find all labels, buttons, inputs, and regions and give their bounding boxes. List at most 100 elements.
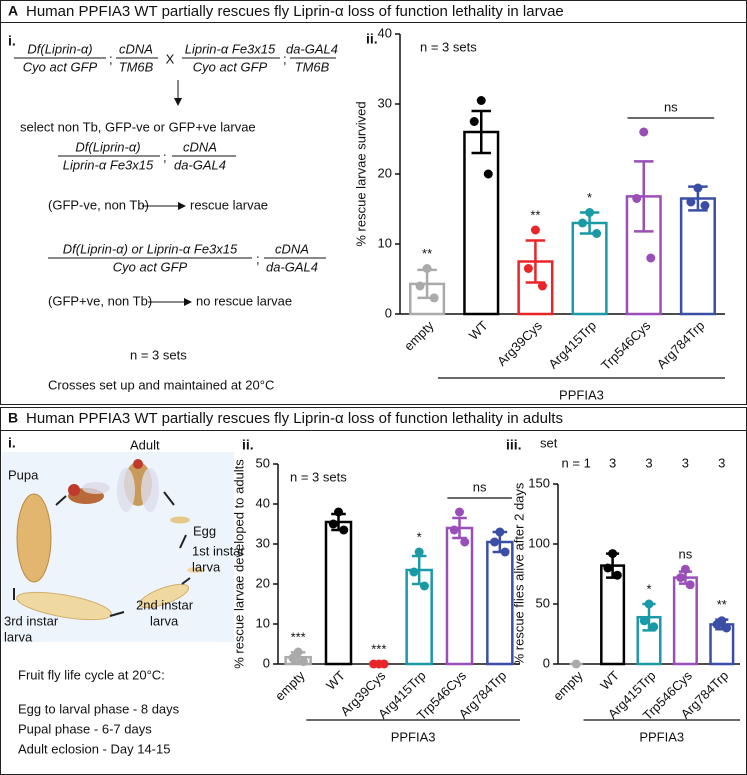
cycle-label: larva — [150, 613, 179, 628]
panel-title: Human PPFIA3 WT partially rescues fly Li… — [26, 410, 563, 427]
set-count: 3 — [645, 455, 652, 470]
cross-symbol: X — [166, 51, 175, 66]
data-point — [592, 229, 602, 238]
fly-wing — [141, 468, 159, 512]
genotype: Cyo act GFP — [193, 59, 268, 74]
data-point — [685, 580, 695, 590]
x-tick-label: WT — [323, 668, 348, 693]
y-tick-label: 40 — [256, 495, 270, 510]
y-tick-label: 0 — [263, 655, 270, 670]
error-bar — [471, 109, 491, 155]
panel-label: A — [8, 3, 18, 19]
sub-label: i. — [8, 435, 16, 451]
separator: ; — [256, 251, 260, 266]
y-tick-label: 30 — [378, 95, 392, 110]
data-point — [578, 218, 588, 228]
arrow — [109, 611, 125, 617]
data-point — [339, 525, 349, 535]
note: Fruit fly life cycle at 20°C: — [18, 667, 165, 682]
separator: ; — [283, 51, 287, 66]
data-point — [449, 525, 459, 535]
cycle-label: 1st instar — [192, 543, 245, 558]
data-point — [530, 225, 540, 235]
significance-label: *** — [291, 629, 306, 644]
significance-label: ** — [422, 246, 432, 261]
genotype: Df(Liprin-α) or Liprin-α Fe3x15 — [63, 241, 238, 256]
genotype: Cyo act GFP — [23, 59, 98, 74]
significance-label: ** — [530, 207, 540, 222]
bracket-label: ns — [473, 479, 487, 494]
genotype: da-GAL4 — [266, 259, 318, 274]
significance-label: ns — [679, 547, 693, 562]
x-tick-label: Trp546Cys — [598, 318, 654, 374]
note: Egg to larval phase - 8 days — [18, 701, 180, 716]
pupa — [16, 493, 52, 583]
genotype: Df(Liprin-α) — [27, 41, 92, 56]
data-point — [298, 657, 308, 667]
genotype: TM6B — [119, 59, 154, 74]
separator: ; — [109, 51, 113, 66]
genotype: da-GAL4 — [286, 41, 338, 56]
bar — [445, 526, 474, 666]
data-point — [379, 659, 389, 669]
bar — [571, 221, 608, 316]
y-tick-label: 20 — [256, 575, 270, 590]
note: Pupal phase - 6-7 days — [18, 721, 152, 736]
data-point — [422, 264, 432, 273]
arrow-head — [178, 202, 186, 210]
cross-text: select non Tb, GFP-ve or GFP+ve larvae — [20, 119, 256, 134]
bar — [672, 576, 698, 666]
note: Adult eclosion - Day 14-15 — [18, 741, 170, 756]
cross-text: (GFP+ve, non Tb) — [48, 293, 152, 308]
x-tick-label: Arg415Trp — [545, 318, 599, 372]
cycle-label: Pupa — [8, 467, 39, 482]
cycle-label: Adult — [130, 437, 160, 452]
cycle-label: larva — [4, 629, 33, 644]
bracket-label: ns — [664, 99, 678, 114]
data-point — [469, 117, 479, 126]
fly-wing — [82, 482, 110, 494]
y-tick-label: 30 — [256, 535, 270, 550]
arrow — [163, 491, 175, 506]
y-tick-label: 0 — [543, 655, 550, 670]
panel-label: B — [8, 410, 18, 426]
y-tick-label: 100 — [528, 535, 550, 550]
cross-text: rescue larvae — [190, 197, 268, 212]
group-label: PPFIA3 — [639, 729, 684, 744]
cross-text: no rescue larvae — [196, 293, 292, 308]
significance-label: *** — [371, 641, 386, 656]
genotype: cDNA — [183, 139, 217, 154]
fly-wing — [117, 468, 135, 512]
data-point — [500, 547, 510, 557]
data-point — [293, 647, 303, 657]
y-axis-label: % rescue larvae developed to adults — [231, 459, 246, 669]
arrow-head — [174, 98, 182, 106]
genotype: da-GAL4 — [174, 157, 226, 172]
significance-label: * — [587, 190, 592, 205]
data-point — [490, 537, 500, 547]
genotype: cDNA — [119, 41, 153, 56]
data-point — [483, 169, 493, 179]
set-count: 3 — [609, 455, 616, 470]
bar — [679, 197, 716, 316]
error-bar — [634, 160, 654, 233]
significance-label: ** — [717, 597, 727, 612]
data-point — [639, 616, 649, 626]
data-point — [680, 564, 690, 574]
data-point — [700, 201, 710, 210]
data-point — [460, 537, 470, 547]
arrow — [181, 577, 191, 585]
data-point — [571, 659, 581, 669]
x-tick-label: empty — [550, 668, 586, 704]
y-tick-label: 40 — [378, 25, 392, 40]
arrow — [55, 495, 67, 506]
y-tick-label: 50 — [536, 595, 550, 610]
data-point — [649, 622, 659, 632]
group-label: PPFIA3 — [391, 729, 436, 744]
arrow-head — [184, 298, 192, 306]
cross-text: (GFP-ve, non Tb) — [48, 197, 149, 212]
data-point — [414, 547, 424, 557]
data-point — [537, 281, 547, 291]
larva — [16, 591, 112, 621]
y-axis-label: % rescue larvae survived — [353, 101, 368, 246]
